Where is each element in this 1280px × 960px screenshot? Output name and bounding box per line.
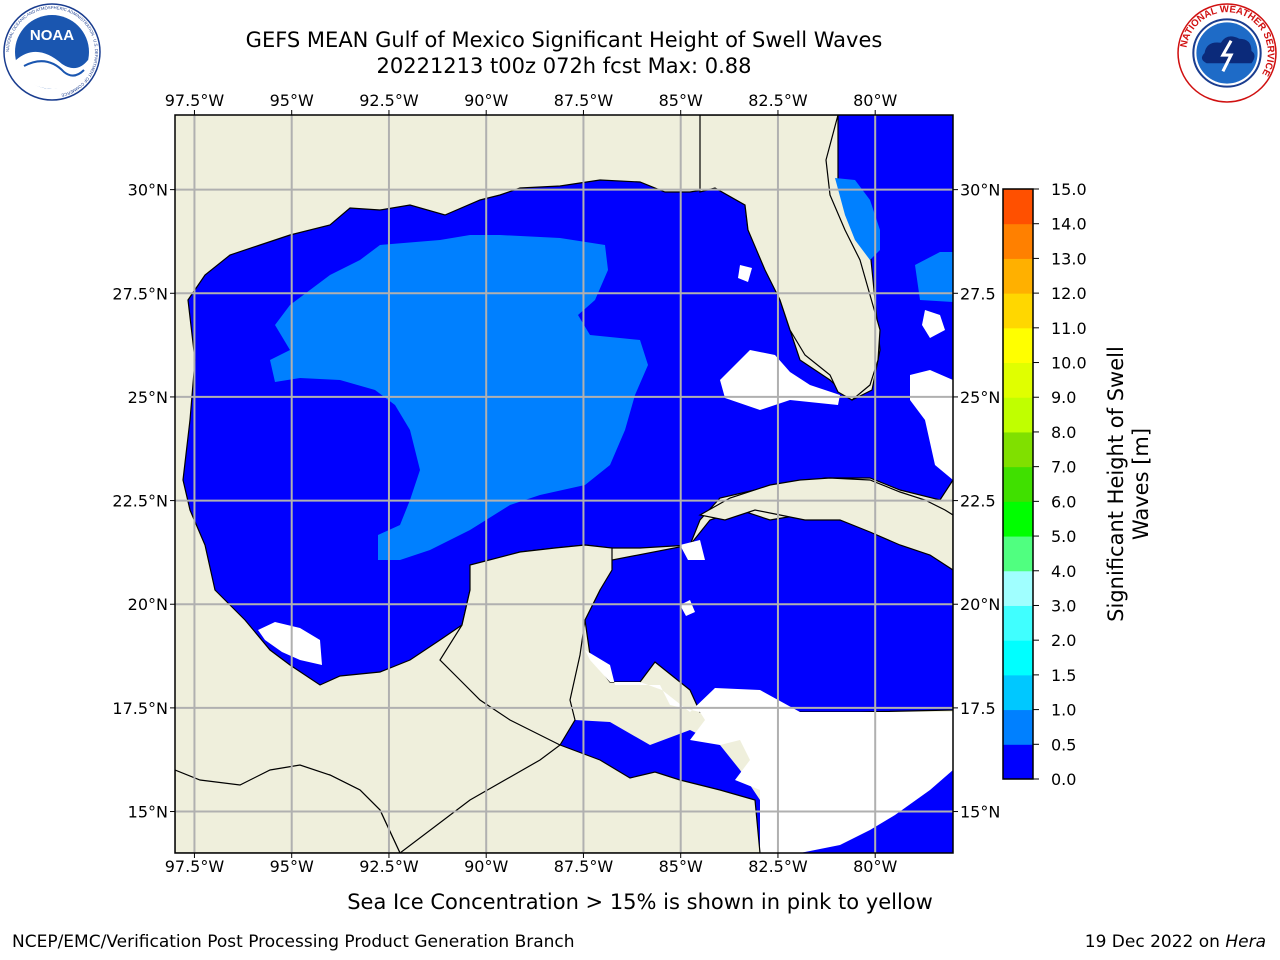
lon-tick-label-bottom: 82.5°W: [748, 857, 808, 876]
noaa-logo: NOAA NATIONAL OCEANIC AND ATMOSPHERIC AD…: [3, 3, 101, 101]
colorbar-tick-label: 14.0: [1051, 215, 1087, 234]
honduras-land: [399, 744, 761, 853]
lat-tick-label-right: 20°N: [960, 595, 1000, 614]
lat-tick-label-right: 30°N: [960, 181, 1000, 200]
colorbar-swatch: [1003, 501, 1033, 537]
colorbar-tick-label: 3.0: [1051, 596, 1076, 615]
lon-tick-label-bottom: 80°W: [853, 857, 897, 876]
lon-tick-label-top: 87.5°W: [554, 91, 614, 110]
colorbar-swatch: [1003, 223, 1033, 259]
central-america-land: [175, 764, 401, 853]
lon-tick-label-bottom: 97.5°W: [165, 857, 225, 876]
noaa-logo-text: NOAA: [30, 27, 74, 44]
axis-labels: 97.5°W 97.5°W 95°W 95°W 92.5°W 92.5°W 90°W 90°W…: [112, 91, 1000, 876]
colorbar-tick-label: 12.0: [1051, 284, 1087, 303]
lat-tick-label-right: 17.5: [960, 699, 996, 718]
colorbar-swatch: [1003, 640, 1033, 676]
nws-logo: NATIONAL WEATHER SERVICE: [1177, 3, 1277, 103]
swell-region-far-east: [915, 252, 953, 302]
colorbar-swatch: [1003, 744, 1033, 780]
lat-tick-label-left: 22.5°N: [112, 492, 168, 511]
yucatan-land: [439, 544, 613, 746]
colorbar: 0.0 0.5 1.0 1.5 2.0 3.0 4.0 5.0 6.0 7.0 8.0 9.0 10.0…: [1002, 180, 1087, 789]
colorbar-tick-label: 7.0: [1051, 458, 1076, 477]
lat-tick-label-left: 25°N: [128, 388, 168, 407]
colorbar-tick-label: 9.0: [1051, 388, 1076, 407]
lon-tick-label-top: 85°W: [659, 91, 703, 110]
lat-tick-label-right: 27.5: [960, 284, 996, 303]
lon-tick-label-bottom: 90°W: [464, 857, 508, 876]
map-subtitle: 20221213 t00z 072h fcst Max: 0.88: [376, 54, 752, 78]
lon-tick-label-bottom: 85°W: [659, 857, 703, 876]
footer-date: 19 Dec 2022 on Hera: [1085, 932, 1266, 952]
colorbar-label-line1: Significant Height of Swell: [1104, 346, 1128, 622]
lat-tick-label-left: 17.5°N: [112, 699, 168, 718]
colorbar-tick-label: 4.0: [1051, 562, 1076, 581]
colorbar-swatch: [1003, 258, 1033, 294]
colorbar-swatch: [1003, 362, 1033, 398]
lon-tick-label-top: 95°W: [270, 91, 314, 110]
colorbar-swatch: [1003, 570, 1033, 606]
lat-tick-label-left: 27.5°N: [112, 284, 168, 303]
map-title: GEFS MEAN Gulf of Mexico Significant Hei…: [245, 28, 883, 52]
colorbar-swatch: [1003, 536, 1033, 572]
colorbar-frame: [1002, 188, 1034, 780]
lon-tick-label-top: 80°W: [853, 91, 897, 110]
colorbar-swatch: [1003, 431, 1033, 468]
no-data-patches: [258, 265, 953, 853]
colorbar-tick-label: 0.0: [1051, 770, 1076, 789]
colorbar-tick-label: 6.0: [1051, 492, 1076, 511]
colorbar-tick-label: 15.0: [1051, 180, 1087, 199]
colorbar-swatch: [1003, 327, 1033, 364]
lon-tick-label-top: 92.5°W: [359, 91, 419, 110]
lat-tick-label-right: 22.5: [960, 492, 996, 511]
map-grid: [175, 115, 953, 853]
colorbar-tick-label: 13.0: [1051, 249, 1087, 268]
lon-tick-label-top: 82.5°W: [748, 91, 808, 110]
map-plot-area: [175, 115, 953, 853]
lat-tick-label-left: 30°N: [128, 181, 168, 200]
colorbar-tick-label: 1.0: [1051, 701, 1076, 720]
lon-tick-label-bottom: 95°W: [270, 857, 314, 876]
swell-region-east-atlantic: [835, 178, 880, 260]
lat-tick-label-left: 15°N: [128, 803, 168, 822]
colorbar-tick-label: 2.0: [1051, 631, 1076, 650]
lat-tick-label-right: 25°N: [960, 388, 1000, 407]
colorbar-swatch: [1003, 605, 1033, 641]
lon-tick-label-bottom: 87.5°W: [554, 857, 614, 876]
lon-tick-label-bottom: 92.5°W: [359, 857, 419, 876]
florida-land: [699, 115, 881, 401]
colorbar-tick-label: 5.0: [1051, 527, 1076, 546]
colorbar-swatch: [1003, 466, 1033, 502]
colorbar-tick-label: 8.0: [1051, 423, 1076, 442]
colorbar-tick-label: 10.0: [1051, 354, 1087, 373]
colorbar-tick-label: 0.5: [1051, 735, 1076, 754]
footer-host: Hera: [1225, 932, 1266, 952]
footer-date-text: 19 Dec 2022 on: [1084, 932, 1226, 952]
colorbar-tick-label: 1.5: [1051, 666, 1076, 685]
lon-tick-label-top: 90°W: [464, 91, 508, 110]
colorbar-swatch: [1003, 709, 1033, 745]
colorbar-label-line2: Waves [m]: [1129, 428, 1153, 540]
lat-tick-label-right: 15°N: [960, 803, 1000, 822]
map-frame: [174, 114, 954, 854]
colorbar-swatch: [1003, 189, 1033, 225]
colorbar-swatch: [1003, 397, 1033, 433]
footer-credit: NCEP/EMC/Verification Post Processing Pr…: [12, 932, 575, 952]
sea-ice-caption: Sea Ice Concentration > 15% is shown in …: [347, 890, 933, 914]
colorbar-swatch: [1003, 293, 1033, 329]
lon-tick-label-top: 97.5°W: [165, 91, 225, 110]
colorbar-tick-label: 11.0: [1051, 319, 1087, 338]
lat-tick-label-left: 20°N: [128, 595, 168, 614]
colorbar-swatch: [1003, 674, 1033, 711]
